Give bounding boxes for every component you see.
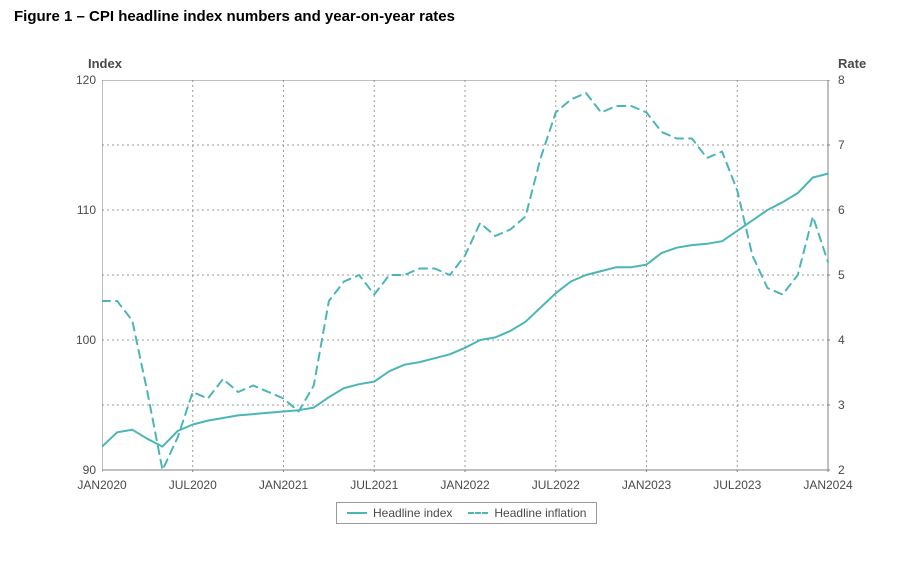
legend-label: Headline index xyxy=(373,506,452,520)
x-tick-label: JAN2023 xyxy=(622,478,671,492)
y-right-tick-label: 2 xyxy=(838,463,845,477)
y-left-tick-label: 100 xyxy=(72,333,96,347)
chart-legend: Headline index Headline inflation xyxy=(336,502,597,524)
legend-item: Headline index xyxy=(347,506,452,520)
x-tick-label: JAN2020 xyxy=(77,478,126,492)
y-left-tick-label: 90 xyxy=(72,463,96,477)
y-left-tick-label: 110 xyxy=(72,203,96,217)
line-chart xyxy=(102,80,830,472)
legend-label: Headline inflation xyxy=(494,506,586,520)
legend-item: Headline inflation xyxy=(468,506,586,520)
x-tick-label: JUL2023 xyxy=(713,478,761,492)
y-right-tick-label: 3 xyxy=(838,398,845,412)
x-tick-label: JAN2024 xyxy=(803,478,852,492)
x-tick-label: JAN2021 xyxy=(259,478,308,492)
x-tick-label: JAN2022 xyxy=(440,478,489,492)
y-right-tick-label: 5 xyxy=(838,268,845,282)
x-tick-label: JUL2020 xyxy=(169,478,217,492)
x-tick-label: JUL2021 xyxy=(350,478,398,492)
y-axis-left-label: Index xyxy=(88,56,122,71)
y-right-tick-label: 6 xyxy=(838,203,845,217)
y-right-tick-label: 7 xyxy=(838,138,845,152)
x-tick-label: JUL2022 xyxy=(532,478,580,492)
legend-swatch xyxy=(468,512,488,514)
legend-swatch xyxy=(347,512,367,514)
figure-title: Figure 1 – CPI headline index numbers an… xyxy=(14,8,455,25)
y-left-tick-label: 120 xyxy=(72,73,96,87)
y-right-tick-label: 8 xyxy=(838,73,845,87)
y-right-tick-label: 4 xyxy=(838,333,845,347)
y-axis-right-label: Rate xyxy=(838,56,866,71)
